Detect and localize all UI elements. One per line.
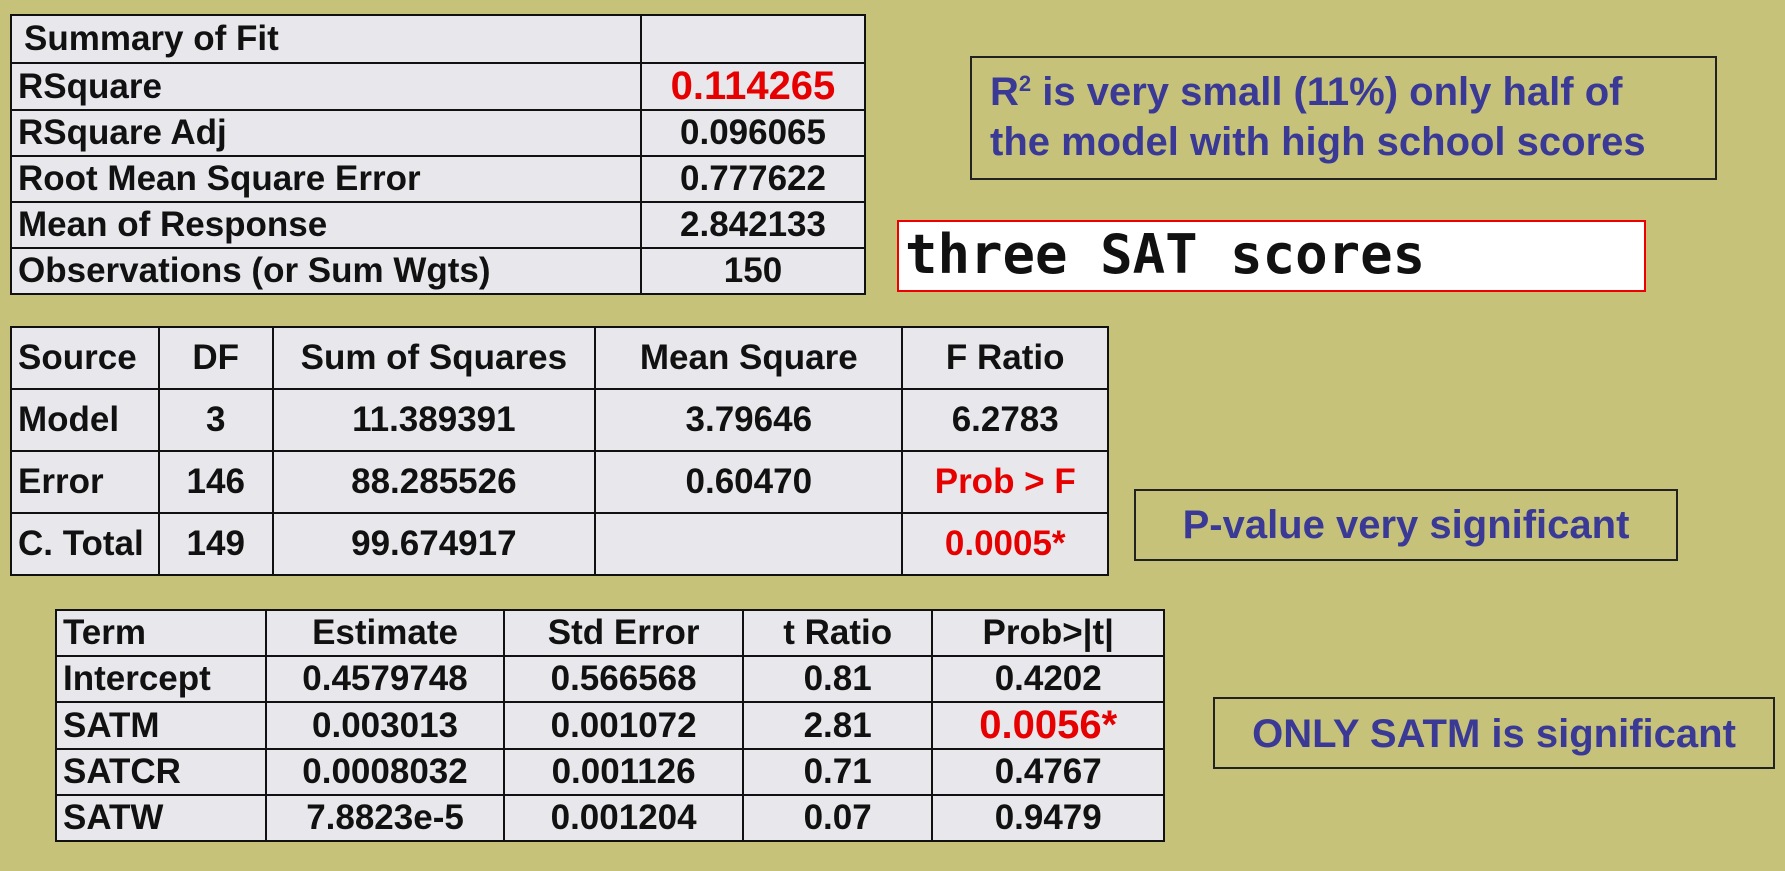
table-cell: 0.001072	[503, 701, 744, 750]
table-row: Intercept 0.4579748 0.566568 0.81 0.4202	[55, 655, 1165, 703]
table-cell: 7.8823e-5	[264, 794, 506, 842]
table-cell: 0.71	[741, 748, 934, 796]
table-cell: 0.001126	[503, 748, 744, 796]
table-cell: SATM	[55, 701, 267, 750]
row-value: 150	[640, 247, 866, 295]
table-cell: 0.001204	[503, 794, 744, 842]
column-header: t Ratio	[741, 609, 934, 657]
table-row: SATW 7.8823e-5 0.001204 0.07 0.9479	[55, 794, 1165, 842]
table-row: Mean of Response 2.842133	[10, 201, 866, 249]
prob-f-value: 0.0005*	[901, 512, 1109, 576]
table-cell: 2.81	[741, 701, 934, 750]
r2-prefix: R	[990, 70, 1019, 114]
table-row: Observations (or Sum Wgts) 150	[10, 247, 866, 295]
table-cell: 0.566568	[503, 655, 744, 703]
row-label: RSquare	[10, 62, 642, 111]
column-header: Prob>|t|	[931, 609, 1165, 657]
table-row: Model 3 11.389391 3.79646 6.2783	[10, 388, 1109, 452]
table-row: SATCR 0.0008032 0.001126 0.71 0.4767	[55, 748, 1165, 796]
table-cell: 0.9479	[931, 794, 1165, 842]
table-cell: 3	[157, 388, 274, 452]
r2-line2: the model with high school scores	[990, 120, 1646, 164]
sat-scores-label: three SAT scores	[897, 220, 1646, 292]
row-value: 2.842133	[640, 201, 866, 249]
table-cell: 11.389391	[271, 388, 597, 452]
column-header: Estimate	[264, 609, 506, 657]
table-cell: 149	[157, 512, 274, 576]
r-squared-note: R2 is very small (11%) only half of the …	[970, 56, 1717, 180]
table-cell: 0.003013	[264, 701, 506, 750]
row-value: 0.777622	[640, 155, 866, 203]
table-cell: 146	[157, 450, 274, 514]
column-header: Std Error	[503, 609, 744, 657]
table-cell: 0.4767	[931, 748, 1165, 796]
column-header: Sum of Squares	[271, 326, 597, 390]
row-value: 0.096065	[640, 109, 866, 157]
f-ratio-value: 6.2783	[901, 388, 1109, 452]
table-cell: 0.07	[741, 794, 934, 842]
column-header: DF	[157, 326, 274, 390]
summary-of-fit-table: Summary of Fit RSquare 0.114265 RSquare …	[10, 14, 866, 295]
table-cell: 0.60470	[594, 450, 904, 514]
table-header-row: Source DF Sum of Squares Mean Square F R…	[10, 326, 1109, 390]
table-cell: 88.285526	[271, 450, 597, 514]
satm-significant-note: ONLY SATM is significant	[1213, 697, 1775, 769]
table-cell: Error	[10, 450, 160, 514]
table-cell: 0.0008032	[264, 748, 506, 796]
anova-table: Source DF Sum of Squares Mean Square F R…	[10, 326, 1109, 576]
row-label: RSquare Adj	[10, 109, 642, 157]
satm-p-value: 0.0056*	[931, 701, 1165, 750]
table-cell: 99.674917	[271, 512, 597, 576]
table-cell: 0.81	[741, 655, 934, 703]
summary-of-fit-title: Summary of Fit	[10, 14, 642, 64]
column-header: Source	[10, 326, 160, 390]
row-label: Root Mean Square Error	[10, 155, 642, 203]
table-header-row: Term Estimate Std Error t Ratio Prob>|t|	[55, 609, 1165, 657]
table-cell: C. Total	[10, 512, 160, 576]
column-header: Term	[55, 609, 267, 657]
table-cell	[640, 14, 866, 64]
r2-superscript: 2	[1018, 71, 1032, 96]
row-label: Mean of Response	[10, 201, 642, 249]
table-cell: SATCR	[55, 748, 267, 796]
table-cell	[594, 512, 904, 576]
table-row: RSquare 0.114265	[10, 62, 866, 111]
table-row: RSquare Adj 0.096065	[10, 109, 866, 157]
table-row: Summary of Fit	[10, 14, 866, 64]
table-cell: 0.4202	[931, 655, 1165, 703]
column-header: Mean Square	[594, 326, 904, 390]
table-row: Root Mean Square Error 0.777622	[10, 155, 866, 203]
parameter-estimates-table: Term Estimate Std Error t Ratio Prob>|t|…	[55, 609, 1165, 842]
table-cell: Model	[10, 388, 160, 452]
table-cell: Intercept	[55, 655, 267, 703]
table-cell: 0.4579748	[264, 655, 506, 703]
r2-line1: is very small (11%) only half of	[1031, 70, 1623, 114]
table-row: Error 146 88.285526 0.60470 Prob > F	[10, 450, 1109, 514]
table-row: C. Total 149 99.674917 0.0005*	[10, 512, 1109, 576]
table-cell: SATW	[55, 794, 267, 842]
column-header: F Ratio	[901, 326, 1109, 390]
prob-f-label: Prob > F	[901, 450, 1109, 514]
rsquare-value: 0.114265	[640, 62, 866, 111]
table-cell: 3.79646	[594, 388, 904, 452]
p-value-note: P-value very significant	[1134, 489, 1678, 561]
table-row: SATM 0.003013 0.001072 2.81 0.0056*	[55, 701, 1165, 750]
row-label: Observations (or Sum Wgts)	[10, 247, 642, 295]
